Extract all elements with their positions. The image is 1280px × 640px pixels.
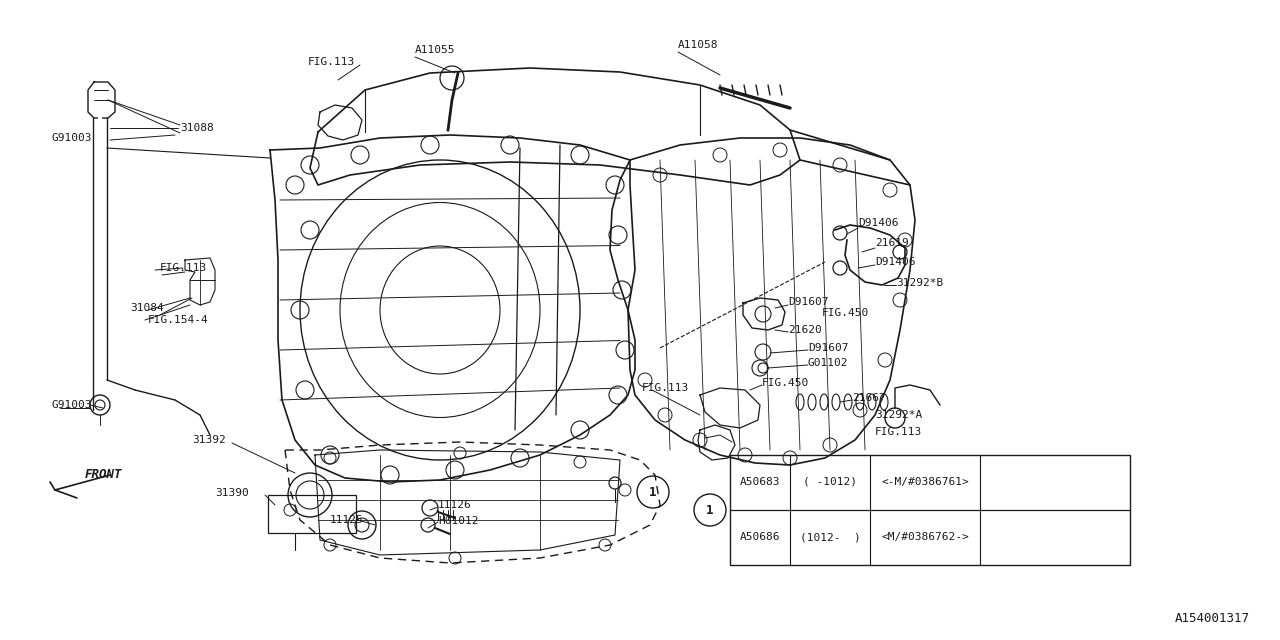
Text: FRONT: FRONT bbox=[84, 468, 123, 481]
Text: 1: 1 bbox=[649, 486, 657, 499]
Text: 31088: 31088 bbox=[180, 123, 214, 133]
Text: FIG.113: FIG.113 bbox=[643, 383, 689, 393]
Text: 11126: 11126 bbox=[438, 500, 472, 510]
Text: FIG.113: FIG.113 bbox=[308, 57, 356, 67]
Text: 31390: 31390 bbox=[215, 488, 248, 498]
Text: 1: 1 bbox=[707, 504, 714, 516]
Text: A11058: A11058 bbox=[678, 40, 718, 50]
Text: 31292*A: 31292*A bbox=[876, 410, 923, 420]
Text: G91003: G91003 bbox=[52, 133, 92, 143]
Text: 21667: 21667 bbox=[852, 393, 886, 403]
Text: ( -1012): ( -1012) bbox=[803, 477, 858, 487]
Text: FIG.154-4: FIG.154-4 bbox=[148, 315, 209, 325]
Text: A50683: A50683 bbox=[740, 477, 781, 487]
Text: 21620: 21620 bbox=[788, 325, 822, 335]
Text: FIG.450: FIG.450 bbox=[762, 378, 809, 388]
Text: 31392: 31392 bbox=[192, 435, 225, 445]
Text: FIG.450: FIG.450 bbox=[822, 308, 869, 318]
Text: G01102: G01102 bbox=[808, 358, 849, 368]
Text: D91607: D91607 bbox=[788, 297, 828, 307]
Bar bbox=[730, 455, 1130, 565]
Text: G91003: G91003 bbox=[52, 400, 92, 410]
Text: 21619: 21619 bbox=[876, 238, 909, 248]
Text: D91406: D91406 bbox=[858, 218, 899, 228]
Text: 31084: 31084 bbox=[131, 303, 164, 313]
Text: A11055: A11055 bbox=[415, 45, 456, 55]
Text: A50686: A50686 bbox=[740, 532, 781, 542]
Text: 11125: 11125 bbox=[330, 515, 364, 525]
Text: (1012-  ): (1012- ) bbox=[800, 532, 860, 542]
Text: H01012: H01012 bbox=[438, 516, 479, 526]
Text: D91607: D91607 bbox=[808, 343, 849, 353]
Text: FIG.113: FIG.113 bbox=[876, 427, 923, 437]
Text: <M/#0386762->: <M/#0386762-> bbox=[881, 532, 969, 542]
Text: A154001317: A154001317 bbox=[1175, 612, 1251, 625]
Text: FIG.113: FIG.113 bbox=[160, 263, 207, 273]
Bar bbox=[268, 495, 356, 533]
Text: <-M/#0386761>: <-M/#0386761> bbox=[881, 477, 969, 487]
Text: D91406: D91406 bbox=[876, 257, 915, 267]
Text: 31292*B: 31292*B bbox=[896, 278, 943, 288]
